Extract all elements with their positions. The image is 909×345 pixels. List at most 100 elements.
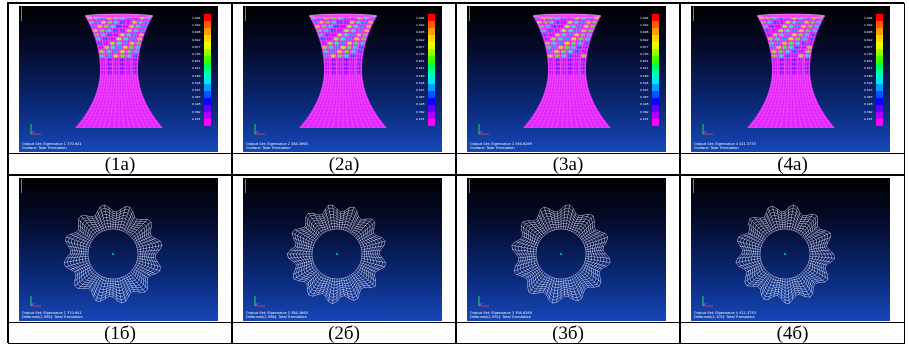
legend-swatch	[652, 21, 659, 28]
mode-shape-side-view: 1.004 1.022 0.998 0.912 0.877 0.793 0.651 0.611…	[467, 6, 666, 152]
legend-value: 0.507	[640, 88, 649, 92]
result-cell: 1.004 1.022 0.998 0.912 0.877 0.793 0.651 0.611…	[232, 3, 456, 175]
legend-value: 0.912	[640, 37, 649, 42]
legend-swatch	[428, 98, 435, 105]
viewport-marker	[693, 179, 696, 193]
axis-triad-icon	[30, 124, 41, 135]
legend-swatch	[204, 28, 211, 35]
legend-value: 0.545	[416, 80, 425, 85]
legend-swatch	[428, 84, 435, 91]
legend-swatch	[876, 28, 883, 35]
legend-value: 0.793	[864, 52, 873, 56]
viewport-marker	[469, 179, 472, 193]
top-view-mesh	[286, 204, 386, 305]
legend-value: 0.998	[416, 30, 425, 35]
legend-swatch	[204, 105, 211, 112]
caption-divider	[457, 322, 679, 323]
legend-value: 0.291	[416, 116, 425, 121]
legend-swatch	[428, 42, 435, 49]
result-cell: 1.004 1.022 0.998 0.912 0.877 0.793 0.651 0.611…	[8, 3, 232, 175]
model-canvas	[254, 204, 386, 307]
mode-shape-top-view: Output Set: Eigenvalue 2 384.3665 Deforme…	[243, 178, 442, 321]
legend-swatch	[204, 84, 211, 91]
eigenvalue-label: Output Set: Eigenvalue 3 394.6289	[470, 142, 532, 146]
legend-swatch	[204, 56, 211, 63]
results-table: 1.004 1.022 0.998 0.912 0.877 0.793 0.651 0.611…	[7, 2, 905, 344]
output-set-info: Output Set: Eigenvalue 4 421.3733 Contour…	[694, 142, 756, 150]
legend-swatch	[876, 63, 883, 70]
model-canvas	[30, 13, 163, 135]
contour-legend	[428, 14, 435, 126]
legend-value: 0.998	[192, 30, 201, 35]
legend-swatch	[204, 21, 211, 28]
legend-value: 0.793	[416, 52, 425, 56]
contour-label: Contour: Total Translation	[694, 146, 739, 150]
mode-shape-side-view: 1.004 1.022 0.998 0.912 0.877 0.793 0.651 0.611…	[243, 6, 442, 152]
viewport-marker	[245, 179, 248, 193]
legend-swatch	[876, 105, 883, 112]
legend-value: 0.362	[864, 109, 873, 114]
axis-triad-icon	[478, 124, 489, 135]
legend-swatch	[428, 56, 435, 63]
legend-value: 0.877	[864, 44, 873, 49]
model-canvas	[702, 204, 835, 307]
tower-model	[523, 13, 611, 129]
legend-swatch	[204, 91, 211, 98]
tower-model	[75, 13, 163, 129]
legend-swatch	[204, 63, 211, 70]
axis-triad-icon	[702, 296, 713, 307]
output-set-info: Output Set: Eigenvalue 1 370.641 Contour:…	[22, 142, 82, 150]
legend-value: 0.487	[416, 95, 425, 100]
eigenvalue-label: Output Set: Eigenvalue 2 384.3665	[246, 142, 308, 146]
legend-value: 0.291	[864, 116, 873, 121]
legend-swatch	[876, 112, 883, 119]
legend-swatch	[204, 14, 211, 21]
legend-swatch	[652, 56, 659, 63]
legend-swatch	[876, 91, 883, 98]
legend-swatch	[428, 70, 435, 77]
legend-value: 1.022	[864, 23, 873, 28]
contour-legend	[652, 14, 659, 126]
caption-divider	[681, 322, 904, 323]
panel-caption: (2а)	[328, 154, 360, 175]
eigenvalue-label: Output Set: Eigenvalue 4 421.3733	[694, 142, 756, 146]
legend-swatch	[204, 35, 211, 42]
legend-value: 0.428	[192, 102, 201, 107]
legend-value: 0.611	[192, 66, 201, 71]
legend-swatch	[428, 49, 435, 56]
tower-model	[747, 13, 835, 129]
mode-shape-top-view: Output Set: Eigenvalue 1 370.641 Deformed…	[19, 178, 218, 321]
mode-shape-top-view: Output Set: Eigenvalue 3 394.6289 Deforme…	[467, 178, 666, 321]
caption-divider	[9, 322, 231, 323]
axis-triad-icon	[702, 124, 713, 135]
legend-swatch	[204, 42, 211, 49]
legend-value: 0.877	[640, 44, 649, 49]
contour-label: Deformed(1.986): Total Translation	[246, 315, 307, 319]
legend-swatch	[652, 14, 659, 21]
legend-swatch	[652, 35, 659, 42]
legend-value: 0.611	[640, 66, 649, 71]
legend-swatch	[876, 56, 883, 63]
tower-model	[299, 13, 387, 129]
legend-value: 0.912	[416, 37, 425, 42]
contour-label: Contour: Total Translation	[22, 146, 67, 150]
output-set-info: Output Set: Eigenvalue 1 370.641 Deformed…	[22, 311, 83, 319]
axis-triad-icon	[254, 296, 265, 307]
contour-label: Contour: Total Translation	[246, 146, 291, 150]
output-set-info: Output Set: Eigenvalue 3 394.6289 Contour…	[470, 142, 532, 150]
panel-caption: (1б)	[104, 323, 136, 344]
model-canvas	[30, 204, 163, 307]
legend-value: 0.507	[416, 88, 425, 92]
legend-swatch	[652, 112, 659, 119]
legend-value: 0.589	[640, 73, 649, 78]
contour-legend	[204, 14, 211, 126]
eigenvalue-label: Output Set: Eigenvalue 3 394.6289	[470, 311, 532, 315]
top-view-mesh	[735, 204, 835, 304]
legend-swatch	[652, 42, 659, 49]
legend-swatch	[876, 70, 883, 77]
legend-value: 0.611	[416, 66, 425, 71]
legend-swatch	[652, 91, 659, 98]
legend-value: 1.004	[192, 16, 201, 20]
legend-swatch	[876, 77, 883, 84]
legend-swatch	[428, 35, 435, 42]
